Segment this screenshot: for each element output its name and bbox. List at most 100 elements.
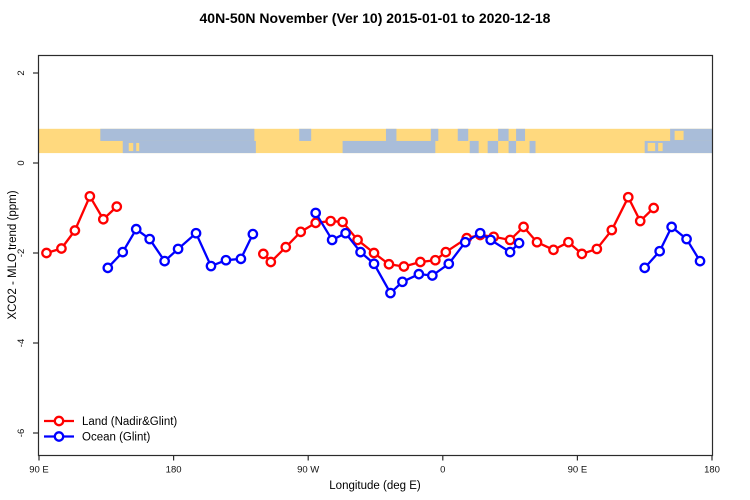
data-point: [694, 255, 706, 267]
data-point: [144, 233, 156, 245]
data-point: [117, 246, 129, 258]
data-point: [426, 270, 438, 281]
data-point: [247, 228, 259, 240]
data-point: [265, 256, 277, 268]
data-point: [504, 234, 516, 246]
x-axis-label: Longitude (deg E): [329, 480, 421, 492]
map-strip-ocean: [516, 128, 526, 141]
y-tick-label: 2: [16, 70, 27, 75]
data-point: [368, 258, 380, 270]
map-strip-ocean: [487, 140, 499, 154]
series-line: [262, 196, 655, 268]
x-tick-label: 180: [704, 465, 720, 476]
data-point: [459, 236, 471, 248]
data-point: [429, 254, 441, 266]
data-point: [56, 243, 67, 254]
data-point: [280, 241, 292, 253]
y-tick-label: -6: [16, 429, 27, 437]
map-strip-island: [128, 142, 134, 152]
map-strip-ocean: [498, 128, 509, 141]
data-point: [352, 234, 363, 246]
data-point: [257, 248, 269, 260]
map-strip-island: [658, 142, 663, 152]
data-point: [576, 248, 588, 260]
data-point: [159, 255, 170, 267]
data-point: [548, 244, 559, 256]
map-strip-ocean: [529, 140, 536, 154]
map-strip-ocean: [430, 128, 439, 141]
map-strip-ocean: [100, 128, 255, 141]
data-point: [622, 191, 634, 203]
data-point: [310, 217, 322, 229]
data-point: [235, 253, 247, 265]
data-point: [648, 202, 660, 214]
data-point: [205, 260, 217, 272]
legend-swatch-marker: [53, 415, 65, 427]
data-point: [398, 261, 410, 272]
map-strip-island: [647, 142, 656, 152]
data-point: [111, 201, 123, 212]
map-strip-ocean: [122, 140, 256, 154]
series-line: [643, 225, 702, 270]
map-strip-ocean: [342, 140, 436, 154]
y-tick-label: 0: [16, 160, 27, 165]
data-point: [172, 243, 184, 255]
data-point: [368, 247, 380, 259]
data-point: [443, 258, 455, 270]
data-point: [385, 287, 396, 299]
series-line: [45, 195, 118, 255]
data-point: [485, 234, 497, 246]
data-point: [130, 223, 142, 235]
data-point: [440, 246, 452, 258]
map-strip-ocean: [508, 140, 517, 154]
x-tick-label: 90 W: [297, 465, 319, 476]
data-point: [69, 225, 81, 236]
data-point: [591, 243, 603, 255]
data-point: [383, 258, 395, 270]
data-point: [190, 227, 202, 239]
data-point: [337, 216, 348, 228]
map-strip-ocean: [457, 128, 469, 141]
data-point: [513, 237, 525, 249]
data-point: [563, 236, 574, 248]
data-point: [102, 262, 114, 274]
data-point: [681, 233, 692, 245]
y-tick-label: -4: [16, 339, 27, 347]
data-point: [397, 276, 408, 288]
data-point: [310, 207, 322, 219]
data-point: [639, 262, 651, 274]
map-strip-ocean: [385, 128, 397, 141]
data-point: [531, 236, 543, 248]
map-strip-island: [674, 130, 684, 140]
map-strip-ocean: [299, 128, 312, 141]
legend-label: Land (Nadir&Glint): [82, 416, 177, 428]
data-point: [325, 215, 336, 227]
data-point: [504, 246, 516, 258]
data-point: [413, 268, 425, 280]
plot-box: [37, 54, 714, 457]
x-tick-label: 90 E: [29, 465, 49, 476]
data-point: [326, 234, 338, 246]
x-tick-label: 90 E: [568, 465, 588, 476]
x-tick-label: 180: [166, 465, 182, 476]
x-tick-label: 0: [440, 465, 445, 476]
legend-swatch-marker: [53, 431, 65, 442]
y-tick-label: -2: [16, 249, 27, 257]
data-point: [220, 254, 232, 266]
data-point: [634, 215, 646, 227]
data-point: [654, 245, 666, 257]
data-point: [84, 190, 96, 202]
data-point: [415, 256, 426, 268]
map-strip-ocean: [469, 140, 479, 154]
data-point: [355, 246, 366, 258]
y-axis-label: XCO2 - MLO trend (ppm): [7, 190, 19, 320]
data-point: [41, 247, 52, 259]
data-point: [518, 221, 529, 233]
data-point: [666, 221, 677, 233]
data-point: [295, 226, 307, 238]
data-point: [606, 224, 618, 236]
data-point: [97, 213, 109, 225]
map-strip-island: [136, 142, 140, 152]
